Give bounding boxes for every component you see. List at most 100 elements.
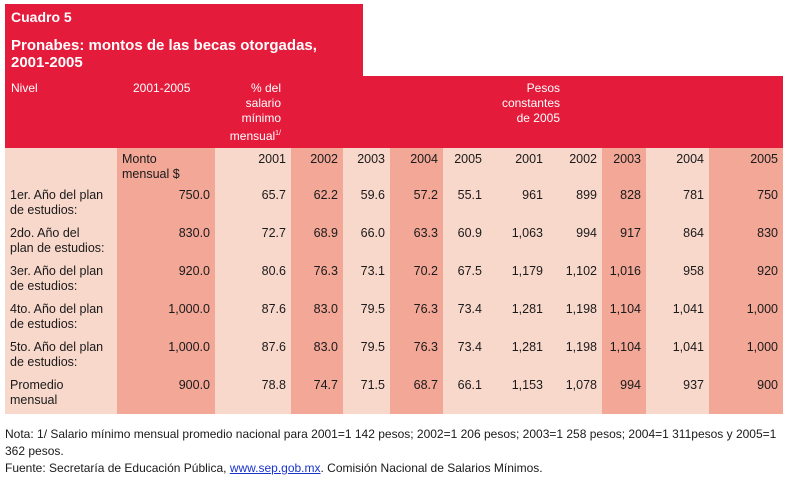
pesos-cell: 994 — [548, 224, 602, 262]
pct-cell: 66.0 — [343, 224, 390, 262]
monto-cell: 1,000.0 — [117, 300, 215, 338]
monto-cell: 830.0 — [117, 224, 215, 262]
row-label: 5to. Año del plan de estudios: — [5, 338, 117, 376]
year-header: 2003 — [343, 148, 390, 186]
pct-cell: 76.3 — [390, 300, 443, 338]
pct-cell: 72.7 — [215, 224, 291, 262]
pesos-cell: 1,063 — [487, 224, 548, 262]
pesos-cell: 830 — [709, 224, 783, 262]
table-number: Cuadro 5 — [11, 9, 72, 25]
monto-cell: 750.0 — [117, 186, 215, 224]
monto-cell: 900.0 — [117, 376, 215, 414]
pesos-cell: 1,281 — [487, 300, 548, 338]
year-header: 2003 — [602, 148, 646, 186]
table-row: 2do. Año del plan de estudios: 830.0 72.7 6… — [5, 224, 783, 262]
table-row: Promedio mensual 900.0 78.8 74.7 71.5 68.7 66.… — [5, 376, 783, 414]
footnote: Nota: 1/ Salario mínimo mensual promedio… — [5, 427, 777, 458]
pesos-cell: 750 — [709, 186, 783, 224]
pesos-cell: 1,000 — [709, 338, 783, 376]
pct-cell: 79.5 — [343, 300, 390, 338]
pesos-cell: 917 — [602, 224, 646, 262]
pesos-cell: 1,102 — [548, 262, 602, 300]
row-label: 1er. Año del plan de estudios: — [5, 186, 117, 224]
table-title: Pronabes: montos de las becas otorgadas,… — [11, 37, 317, 71]
footnote-marker: 1/ — [275, 130, 281, 137]
header-constant-pesos: Pesos constantes de 2005 — [501, 81, 560, 125]
monto-cell: 1,000.0 — [117, 338, 215, 376]
table-row: 4to. Año del plan de estudios: 1,000.0 87.… — [5, 300, 783, 338]
row-label: 2do. Año del plan de estudios: — [5, 224, 117, 262]
pct-cell: 55.1 — [443, 186, 487, 224]
pct-cell: 70.2 — [390, 262, 443, 300]
pct-cell: 76.3 — [390, 338, 443, 376]
year-header: 2005 — [443, 148, 487, 186]
year-header: 2002 — [548, 148, 602, 186]
pct-cell: 76.3 — [291, 262, 343, 300]
pesos-cell: 920 — [709, 262, 783, 300]
pesos-cell: 828 — [602, 186, 646, 224]
monto-cell: 920.0 — [117, 262, 215, 300]
table-row: 1er. Año del plan de estudios: 750.0 65.7 6… — [5, 186, 783, 224]
pct-cell: 73.4 — [443, 338, 487, 376]
year-header: 2004 — [390, 148, 443, 186]
pesos-cell: 961 — [487, 186, 548, 224]
pesos-cell: 1,281 — [487, 338, 548, 376]
pct-cell: 66.1 — [443, 376, 487, 414]
year-header: 2001 — [215, 148, 291, 186]
pesos-cell: 937 — [646, 376, 709, 414]
year-header: 2005 — [709, 148, 783, 186]
pct-cell: 87.6 — [215, 338, 291, 376]
source-link[interactable]: www.sep.gob.mx — [229, 461, 321, 475]
pct-cell: 87.6 — [215, 300, 291, 338]
header-nivel: Nivel — [11, 81, 38, 95]
pesos-cell: 900 — [709, 376, 783, 414]
pct-cell: 63.3 — [390, 224, 443, 262]
scholarship-table: Monto mensual $ 2001 2002 2003 2004 2005… — [5, 148, 783, 414]
pesos-cell: 1,041 — [646, 300, 709, 338]
row-label: Promedio mensual — [5, 376, 117, 414]
pct-cell: 59.6 — [343, 186, 390, 224]
pct-cell: 65.7 — [215, 186, 291, 224]
monto-header: Monto mensual $ — [117, 148, 215, 186]
empty-cell — [5, 148, 117, 186]
table-title-box: Cuadro 5 Pronabes: montos de las becas o… — [5, 4, 363, 76]
pesos-cell: 1,016 — [602, 262, 646, 300]
pesos-cell: 1,179 — [487, 262, 548, 300]
pct-cell: 83.0 — [291, 300, 343, 338]
pct-cell: 68.7 — [390, 376, 443, 414]
pesos-cell: 994 — [602, 376, 646, 414]
pesos-cell: 958 — [646, 262, 709, 300]
pct-cell: 79.5 — [343, 338, 390, 376]
pct-cell: 67.5 — [443, 262, 487, 300]
source-line: Fuente: Secretaría de Educación Pública,… — [5, 460, 787, 477]
header-pct-minimum-wage: % del salario mínimo mensual1/ — [229, 81, 281, 143]
pct-cell: 57.2 — [390, 186, 443, 224]
source-suffix: . Comisión Nacional de Salarios Mínimos. — [320, 461, 543, 475]
pesos-cell: 1,104 — [602, 300, 646, 338]
year-header: 2004 — [646, 148, 709, 186]
table-row: 5to. Año del plan de estudios: 1,000.0 87.… — [5, 338, 783, 376]
row-label: 3er. Año del plan de estudios: — [5, 262, 117, 300]
year-header-row: Monto mensual $ 2001 2002 2003 2004 2005… — [5, 148, 783, 186]
year-header: 2002 — [291, 148, 343, 186]
pct-cell: 78.8 — [215, 376, 291, 414]
pct-cell: 71.5 — [343, 376, 390, 414]
pesos-cell: 899 — [548, 186, 602, 224]
pct-cell: 80.6 — [215, 262, 291, 300]
pesos-cell: 1,104 — [602, 338, 646, 376]
pesos-cell: 1,078 — [548, 376, 602, 414]
pct-cell: 68.9 — [291, 224, 343, 262]
pesos-cell: 1,198 — [548, 338, 602, 376]
table-notes: Nota: 1/ Salario mínimo mensual promedio… — [5, 426, 787, 477]
pesos-cell: 781 — [646, 186, 709, 224]
pesos-cell: 1,041 — [646, 338, 709, 376]
pct-cell: 83.0 — [291, 338, 343, 376]
source-prefix: Fuente: Secretaría de Educación Pública, — [5, 461, 230, 475]
table-row: 3er. Año del plan de estudios: 920.0 80.6 7… — [5, 262, 783, 300]
pct-cell: 73.4 — [443, 300, 487, 338]
pct-cell: 62.2 — [291, 186, 343, 224]
year-header: 2001 — [487, 148, 548, 186]
pesos-cell: 1,198 — [548, 300, 602, 338]
row-label: 4to. Año del plan de estudios: — [5, 300, 117, 338]
pct-cell: 60.9 — [443, 224, 487, 262]
